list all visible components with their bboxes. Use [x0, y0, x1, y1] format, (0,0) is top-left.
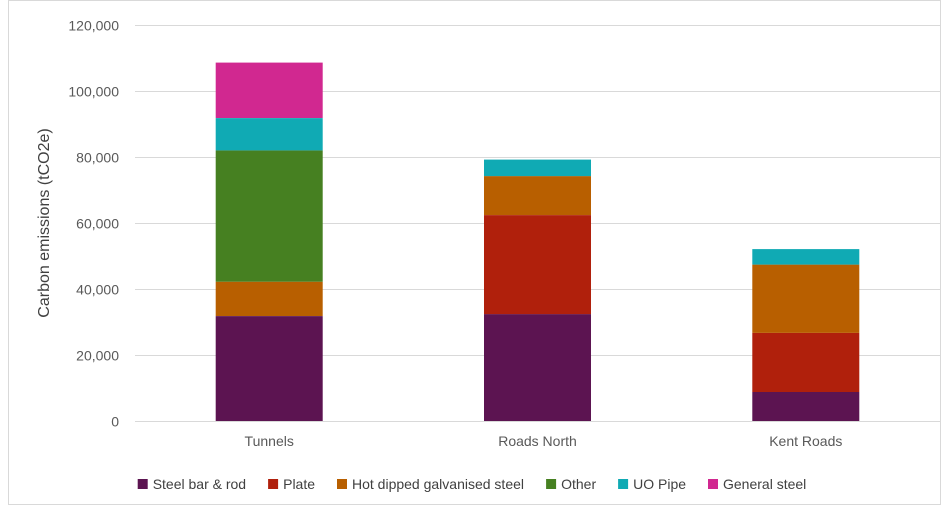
- bar-segment: [215, 281, 323, 316]
- bar-segment: [752, 264, 860, 333]
- legend-swatch: [337, 479, 347, 489]
- bars: [215, 62, 860, 421]
- bar-segment: [215, 316, 323, 421]
- bar-segment: [484, 314, 591, 421]
- bar-segment: [752, 392, 860, 421]
- x-tick-label: Roads North: [498, 433, 577, 449]
- bar-segment: [215, 150, 323, 282]
- legend-swatch: [708, 479, 718, 489]
- legend-label: UO Pipe: [633, 476, 686, 492]
- y-tick-label: 40,000: [76, 282, 119, 298]
- legend-item: Hot dipped galvanised steel: [337, 476, 524, 492]
- legend-label: General steel: [723, 476, 806, 492]
- legend-label: Other: [561, 476, 596, 492]
- y-tick-label: 20,000: [76, 348, 119, 364]
- legend-item: Other: [546, 476, 596, 492]
- legend-swatch: [268, 479, 279, 489]
- legend-label: Plate: [283, 476, 315, 492]
- legend: Steel bar & rod Plate Hot dipped galvanise…: [137, 476, 806, 492]
- bar-segment: [215, 62, 323, 118]
- bar-segment: [215, 118, 323, 151]
- y-tick-label: 120,000: [68, 18, 119, 34]
- bar-segment: [484, 176, 591, 215]
- legend-swatch: [618, 479, 629, 489]
- x-tick-label: Kent Roads: [769, 433, 842, 449]
- legend-item: Plate: [268, 476, 315, 492]
- legend-item: General steel: [708, 476, 806, 492]
- bar-segment: [484, 159, 591, 177]
- bar-segment: [752, 332, 860, 392]
- legend-swatch: [137, 479, 148, 489]
- y-tick-label: 60,000: [76, 216, 119, 232]
- legend-label: Steel bar & rod: [153, 476, 246, 492]
- x-tick-label: Tunnels: [245, 433, 294, 449]
- legend-item: UO Pipe: [618, 476, 686, 492]
- y-axis-label: Carbon emissions (tCO2e): [36, 128, 53, 317]
- x-axis-ticks: Tunnels Roads North Kent Roads: [245, 433, 843, 449]
- bar-segment: [752, 249, 860, 265]
- y-axis-ticks: 0 20,000 40,000 60,000 80,000 100,000 120,000: [68, 18, 119, 430]
- y-tick-label: 80,000: [76, 150, 119, 166]
- legend-label: Hot dipped galvanised steel: [352, 476, 524, 492]
- legend-item: Steel bar & rod: [137, 476, 246, 492]
- y-tick-label: 0: [111, 414, 119, 430]
- bar-segment: [484, 215, 591, 315]
- legend-swatch: [546, 479, 557, 489]
- y-tick-label: 100,000: [68, 84, 119, 100]
